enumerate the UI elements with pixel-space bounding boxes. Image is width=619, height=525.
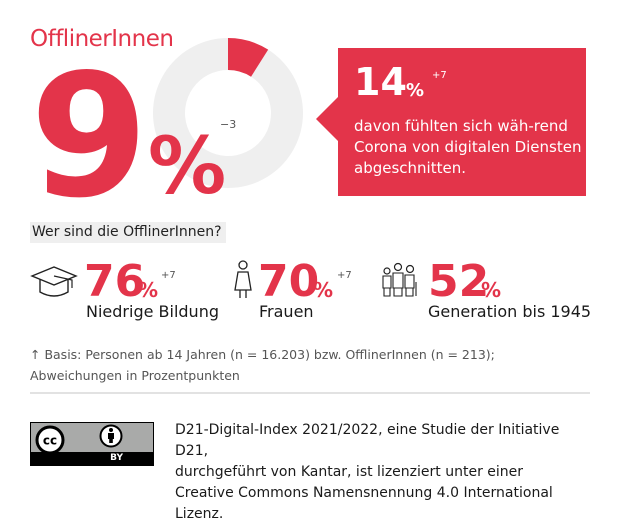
callout-box: 14 % +7 davon fühlten sich wäh-rend Coro… <box>338 48 586 196</box>
attribution-icon <box>99 424 123 448</box>
badge-bar <box>31 452 153 465</box>
donut-change-label: −3 <box>220 118 237 131</box>
woman-icon <box>234 260 252 298</box>
stat-label: Frauen <box>259 302 314 321</box>
callout-pointer <box>316 97 338 141</box>
callout-text: davon fühlten sich wäh-rend Corona von d… <box>354 117 582 177</box>
stat-value: 76 <box>84 256 146 307</box>
callout-change: +7 <box>432 70 447 81</box>
stat-unit: % <box>138 278 159 302</box>
stat-label: Generation bis 1945 <box>428 302 592 321</box>
headline-unit: % <box>148 122 227 212</box>
badge-by-label: BY <box>110 453 123 463</box>
stat-unit: % <box>313 278 334 302</box>
section-heading: Wer sind die OfflinerInnen? <box>30 222 226 243</box>
license-line: durchgeführt von Kantar, ist lizenziert … <box>175 464 524 480</box>
footnote-line: Abweichungen in Prozentpunkten <box>30 368 240 383</box>
svg-text:cc: cc <box>43 434 57 448</box>
headline-value: 9 <box>30 38 148 236</box>
license-line: D21-Digital-Index 2021/2022, eine Studie… <box>175 422 560 459</box>
graduation-cap-icon <box>30 266 78 297</box>
chart-title: OfflinerInnen <box>30 26 174 52</box>
donut-chart <box>153 38 303 188</box>
stat-change: +7 <box>337 270 352 281</box>
family-icon <box>382 262 417 297</box>
callout-unit: % <box>406 80 425 101</box>
divider <box>30 392 590 394</box>
stat-value: 52 <box>428 256 490 307</box>
stat-label: Niedrige Bildung <box>86 302 219 321</box>
stat-unit: % <box>481 278 502 302</box>
donut-slice-rest <box>153 38 303 188</box>
footnote-line: ↑ Basis: Personen ab 14 Jahren (n = 16.2… <box>30 347 495 362</box>
stat-change: +7 <box>161 270 176 281</box>
callout-value: 14 <box>354 60 407 104</box>
stat-value: 70 <box>258 256 320 307</box>
cc-by-badge[interactable]: cc BY <box>30 422 154 466</box>
license-text: D21-Digital-Index 2021/2022, eine Studie… <box>175 420 595 525</box>
license-line: Creative Commons Namensnennung 4.0 Inter… <box>175 485 553 522</box>
cc-icon: cc <box>35 425 65 455</box>
donut-slice-offlinerinnen <box>228 38 269 77</box>
footnote: ↑ Basis: Personen ab 14 Jahren (n = 16.2… <box>30 344 495 386</box>
